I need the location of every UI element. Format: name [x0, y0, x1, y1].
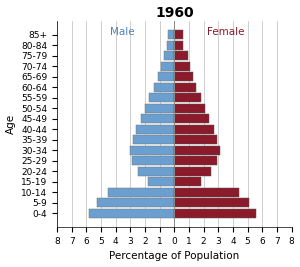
Y-axis label: Age: Age [6, 114, 16, 134]
Bar [158, 72, 174, 81]
Bar [145, 104, 174, 113]
Bar [154, 83, 174, 92]
Bar [97, 198, 174, 207]
Bar [164, 51, 174, 60]
Bar [174, 30, 183, 39]
Bar [174, 83, 196, 92]
Bar [174, 51, 188, 60]
Bar [149, 93, 174, 102]
Bar [133, 135, 174, 144]
Bar [174, 135, 217, 144]
Title: 1960: 1960 [155, 6, 194, 19]
Bar [174, 156, 217, 165]
Bar [136, 125, 174, 134]
Bar [174, 198, 249, 207]
Bar [130, 146, 174, 155]
Bar [161, 62, 174, 70]
Bar [174, 93, 201, 102]
Bar [174, 146, 220, 155]
Bar [132, 156, 174, 165]
Bar [174, 125, 214, 134]
Bar [174, 167, 211, 176]
Bar [148, 177, 174, 186]
Bar [174, 114, 209, 123]
Bar [174, 62, 190, 70]
Bar [169, 30, 174, 39]
Bar [174, 209, 256, 218]
X-axis label: Percentage of Population: Percentage of Population [109, 252, 239, 261]
Bar [174, 41, 183, 50]
Text: Female: Female [207, 27, 245, 37]
Text: Male: Male [110, 27, 135, 37]
Bar [138, 167, 174, 176]
Bar [174, 177, 201, 186]
Bar [141, 114, 174, 123]
Bar [167, 41, 174, 50]
Bar [89, 209, 174, 218]
Bar [108, 188, 174, 197]
Bar [174, 188, 239, 197]
Bar [174, 104, 205, 113]
Bar [174, 72, 194, 81]
